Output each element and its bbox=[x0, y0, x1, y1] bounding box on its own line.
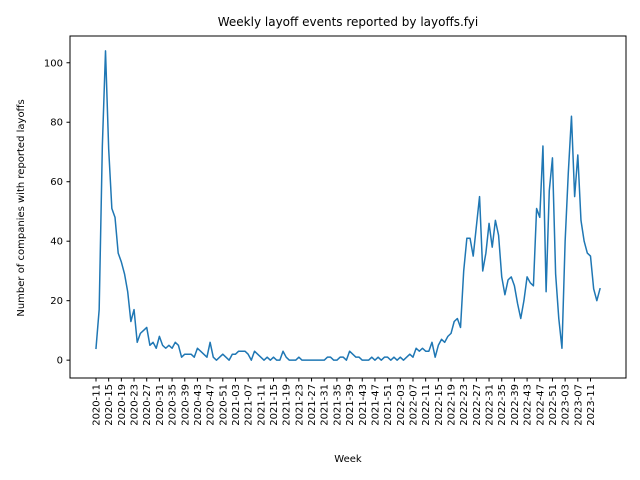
y-tick-label: 40 bbox=[50, 237, 63, 248]
x-tick-label: 2022-47 bbox=[535, 384, 546, 426]
x-tick-label: 2020-15 bbox=[104, 384, 115, 426]
x-tick-label: 2020-51 bbox=[218, 384, 229, 426]
x-tick-label: 2022-11 bbox=[421, 384, 432, 426]
x-tick-label: 2021-19 bbox=[282, 384, 293, 426]
x-tick-label: 2020-23 bbox=[130, 384, 141, 426]
y-axis: 0 20 40 60 80 100 bbox=[44, 58, 70, 367]
x-tick-label: 2022-31 bbox=[485, 384, 496, 426]
x-tick-label: 2023-11 bbox=[586, 384, 597, 426]
x-tick-label: 2021-47 bbox=[370, 384, 381, 426]
x-tick-label: 2022-43 bbox=[523, 384, 534, 426]
x-tick-label: 2021-23 bbox=[294, 384, 305, 426]
x-tick-label: 2022-27 bbox=[472, 384, 483, 426]
x-tick-label: 2022-39 bbox=[510, 384, 521, 426]
series-line bbox=[95, 50, 601, 361]
x-axis-label: Week bbox=[334, 454, 362, 465]
x-tick-label: 2021-15 bbox=[269, 384, 280, 426]
x-tick-label: 2022-35 bbox=[497, 384, 508, 426]
plot-area bbox=[69, 35, 627, 379]
x-tick-label: 2021-27 bbox=[307, 384, 318, 426]
y-tick-label: 100 bbox=[44, 58, 63, 69]
x-tick-label: 2021-39 bbox=[345, 384, 356, 426]
y-tick-label: 80 bbox=[50, 118, 63, 129]
plot-frame bbox=[69, 35, 627, 379]
x-tick-label: 2020-27 bbox=[142, 384, 153, 426]
x-tick-label: 2022-19 bbox=[447, 384, 458, 426]
x-tick-label: 2022-51 bbox=[548, 384, 559, 426]
x-tick-label: 2020-43 bbox=[193, 384, 204, 426]
x-tick-label: 2021-07 bbox=[244, 384, 255, 426]
x-tick-label: 2020-47 bbox=[206, 384, 217, 426]
y-axis-label: Number of companies with reported layoff… bbox=[16, 99, 27, 316]
x-tick-label: 2021-11 bbox=[256, 384, 267, 426]
x-tick-label: 2020-35 bbox=[168, 384, 179, 426]
x-tick-label: 2022-07 bbox=[408, 384, 419, 426]
x-tick-label: 2021-31 bbox=[320, 384, 331, 426]
x-tick-label: 2020-31 bbox=[155, 384, 166, 426]
x-tick-label: 2021-43 bbox=[358, 384, 369, 426]
x-tick-label: 2021-35 bbox=[332, 384, 343, 426]
x-tick-label: 2023-03 bbox=[561, 384, 572, 426]
x-tick-label: 2020-11 bbox=[92, 384, 103, 426]
x-tick-label: 2020-19 bbox=[117, 384, 128, 426]
x-tick-label: 2021-51 bbox=[383, 384, 394, 426]
chart-title: Weekly layoff events reported by layoffs… bbox=[218, 15, 479, 29]
y-tick-label: 20 bbox=[50, 296, 63, 307]
x-tick-label: 2022-03 bbox=[396, 384, 407, 426]
x-tick-label: 2021-03 bbox=[231, 384, 242, 426]
y-tick-label: 0 bbox=[57, 356, 63, 367]
y-tick-label: 60 bbox=[50, 177, 63, 188]
x-tick-label: 2023-07 bbox=[573, 384, 584, 426]
x-tick-label: 2022-23 bbox=[459, 384, 470, 426]
x-axis: 2020-11 2020-15 2020-19 2020-23 2020-27 2020-… bbox=[92, 378, 597, 426]
x-tick-label: 2020-39 bbox=[180, 384, 191, 426]
x-tick-label: 2022-15 bbox=[434, 384, 445, 426]
